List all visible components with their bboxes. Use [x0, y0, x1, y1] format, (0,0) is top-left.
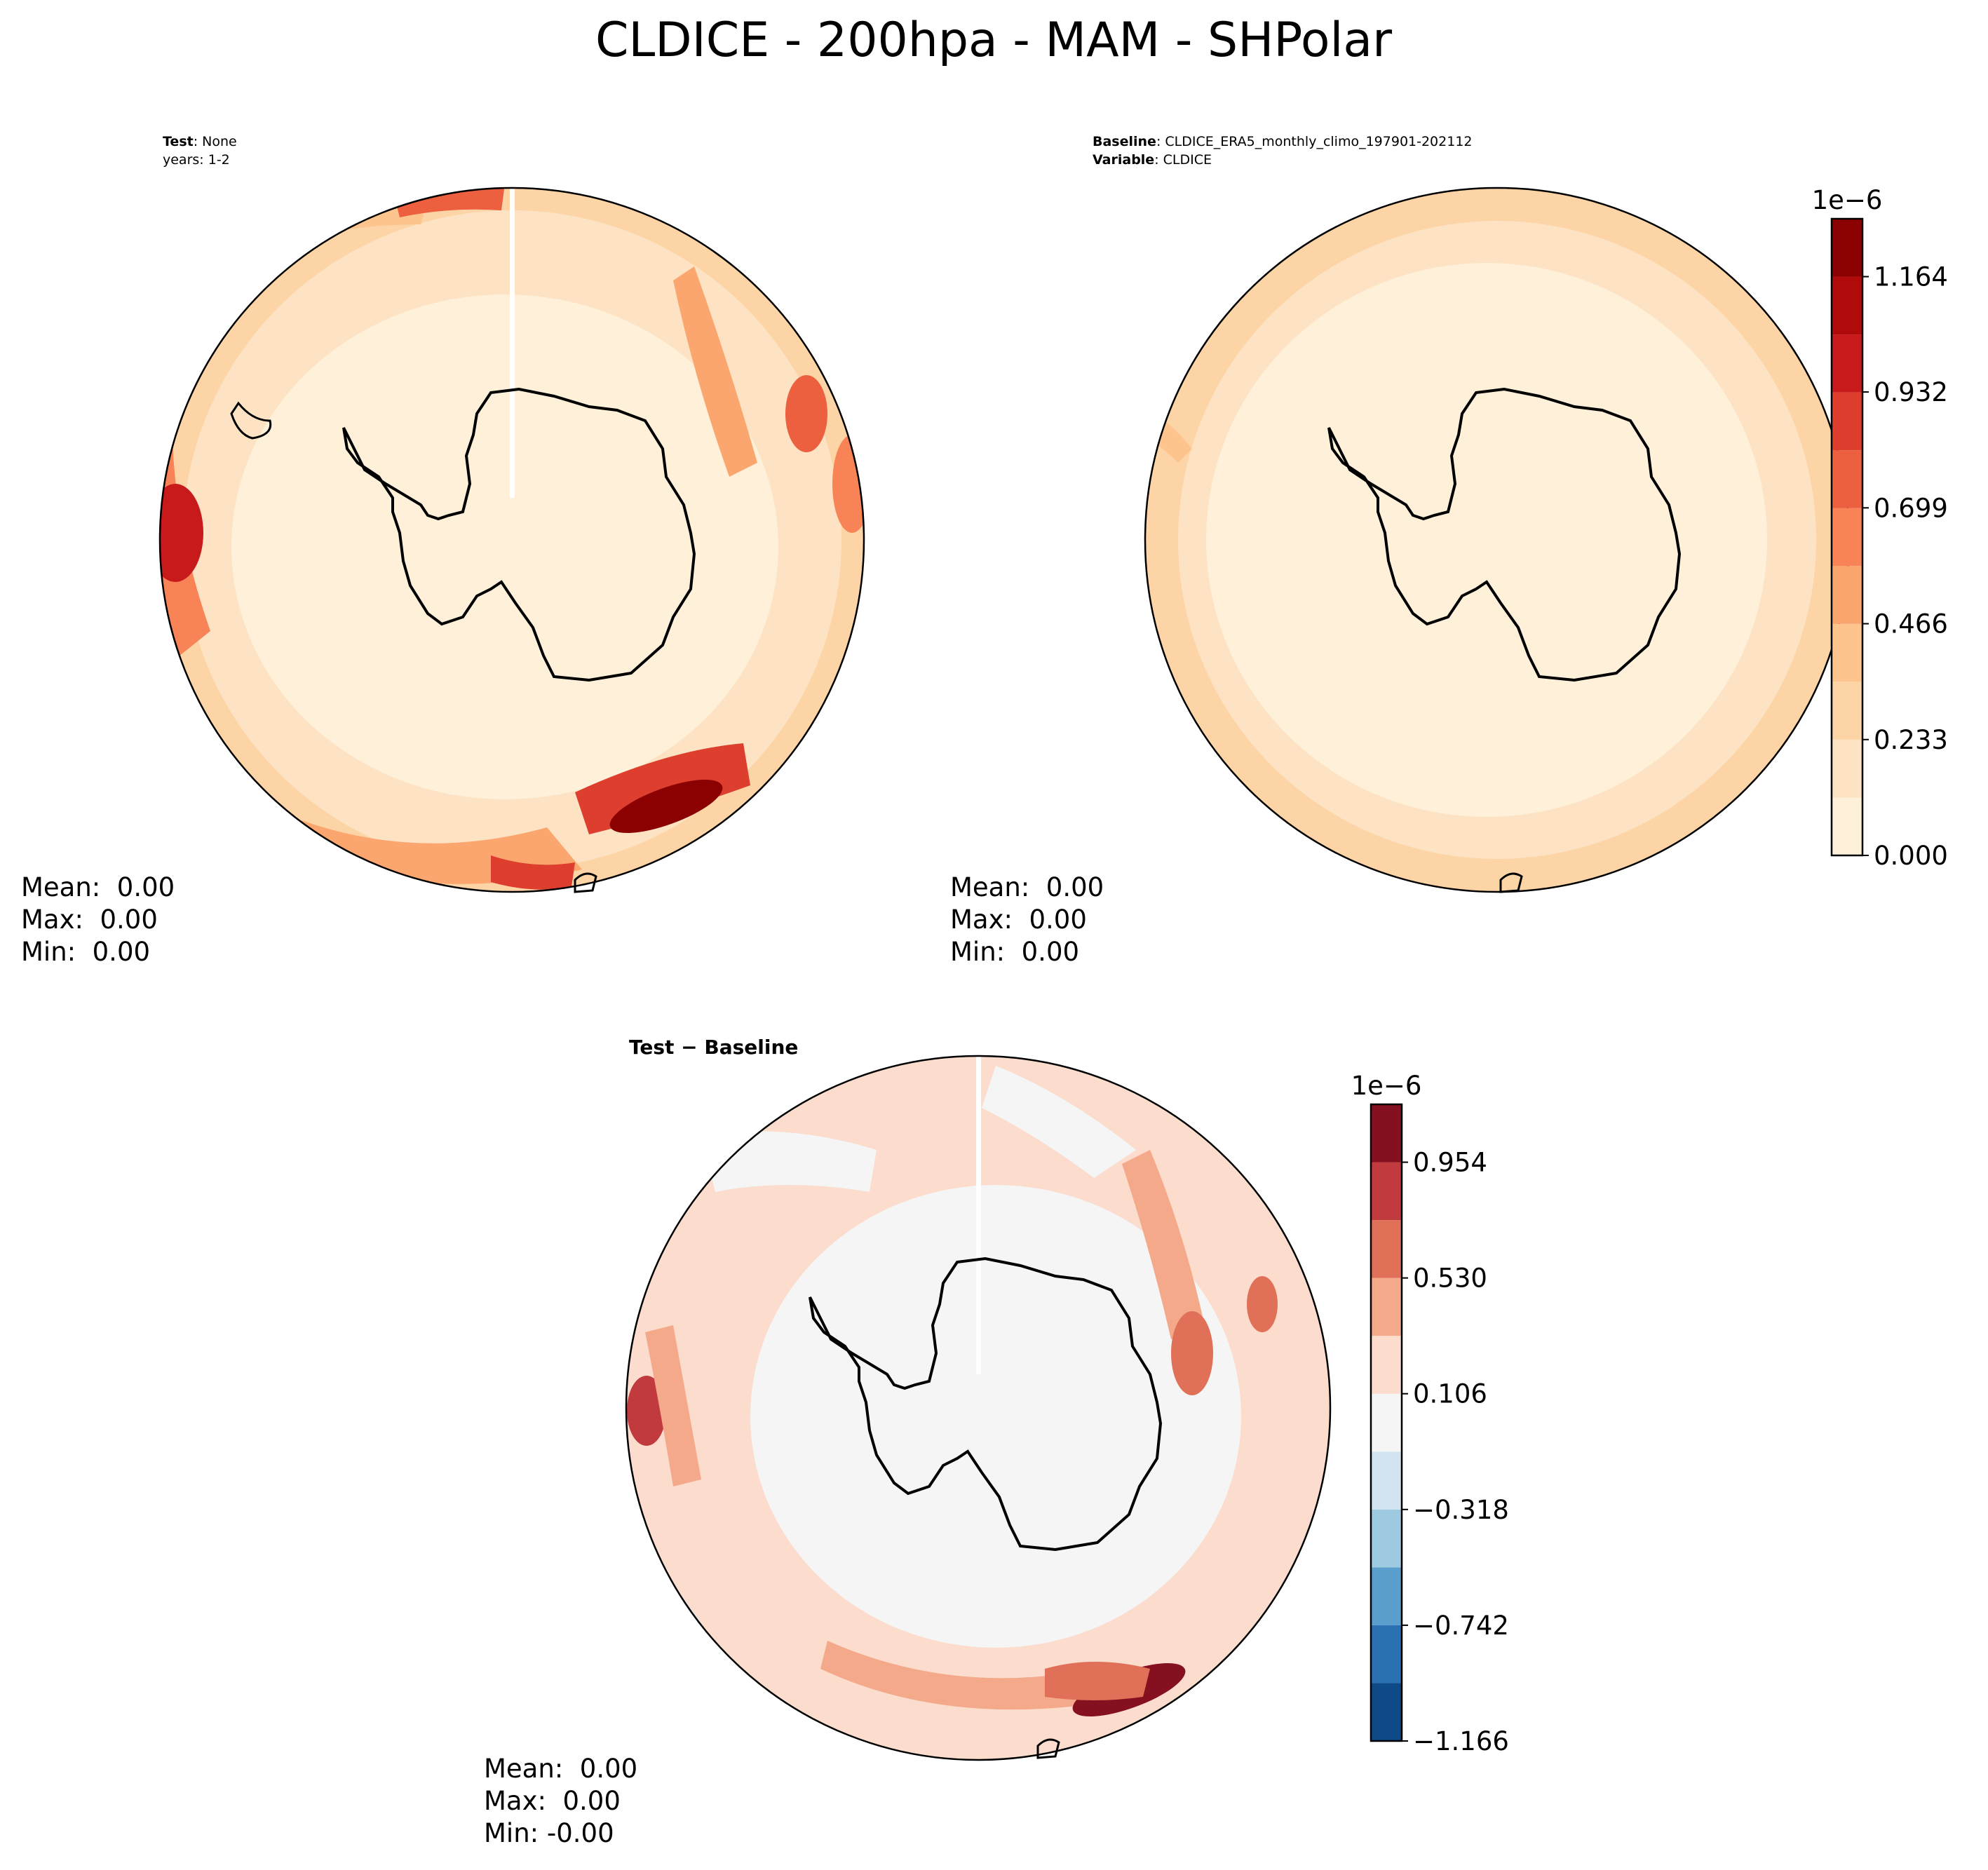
test-map-field [160, 188, 864, 892]
baseline-colorbar-swatch [1832, 623, 1862, 682]
diff-colorbar-tick-label: −0.318 [1413, 1495, 1509, 1525]
diff-colorbar-tick-label: 0.530 [1413, 1263, 1487, 1294]
baseline-colorbar-swatch [1832, 508, 1862, 567]
baseline-colorbar-swatch [1832, 392, 1862, 451]
diff-colorbar-tick-label: 0.106 [1413, 1379, 1487, 1409]
diff-colorbar-swatch [1371, 1278, 1402, 1336]
diff-colorbar-swatch [1371, 1451, 1402, 1510]
baseline-colorbar-swatch [1832, 276, 1862, 335]
figure-title: CLDICE - 200hpa - MAM - SHPolar [595, 13, 1392, 68]
baseline-colorbar-tick-label: 0.932 [1874, 377, 1948, 407]
baseline-header-line2: Variable: CLDICE [1093, 152, 1212, 168]
baseline-colorbar: 0.000 0.233 0.466 0.699 0.932 1.164 1e−6 [1812, 185, 1948, 871]
antarctica-outline-icon [342, 387, 696, 682]
baseline-header-line1: Baseline: CLDICE_ERA5_monthly_climo_1979… [1093, 134, 1473, 149]
diff-colorbar-swatch [1371, 1683, 1402, 1741]
baseline-stat-min: Min: 0.00 [950, 937, 1079, 967]
test-header-line1: Test: None [163, 134, 237, 149]
diff-colorbar-tick-label: 0.954 [1413, 1148, 1487, 1178]
baseline-colorbar-swatch [1832, 739, 1862, 798]
test-stat-min: Min: 0.00 [21, 937, 150, 967]
diff-colorbar-swatch [1371, 1393, 1402, 1452]
diff-colorbar-frame [1370, 1103, 1403, 1742]
baseline-colorbar-frame [1830, 217, 1864, 857]
diff-colorbar-exponent-label: 1e−6 [1351, 1071, 1422, 1101]
diff-map-field [626, 1056, 1330, 1760]
diff-stat-min: Min: -0.00 [484, 1818, 614, 1848]
panel-test: Test: None years: 1-2 Me [21, 134, 865, 967]
baseline-map-field [1145, 188, 1849, 892]
diff-map-frame [625, 1055, 1332, 1761]
baseline-colorbar-tick-label: 0.233 [1874, 725, 1948, 755]
test-stat-mean: Mean: 0.00 [21, 872, 175, 902]
antarctica-outline-icon [1327, 387, 1682, 682]
diff-colorbar-swatch [1371, 1104, 1402, 1163]
baseline-stat-mean: Mean: 0.00 [950, 872, 1104, 902]
baseline-colorbar-swatch [1832, 334, 1862, 393]
diff-stat-max: Max: 0.00 [484, 1786, 621, 1816]
baseline-colorbar-tick-label: 0.466 [1874, 609, 1948, 639]
diff-colorbar-swatch [1371, 1567, 1402, 1625]
test-map-frame [158, 187, 865, 893]
baseline-colorbar-swatch [1832, 566, 1862, 624]
diff-colorbar: −1.166 −0.742 −0.318 0.106 0.530 0.954 1e−6 [1351, 1071, 1509, 1756]
baseline-stat-max: Max: 0.00 [950, 904, 1087, 935]
test-header-line2: years: 1-2 [163, 152, 230, 168]
diff-colorbar-swatch [1371, 1336, 1402, 1394]
baseline-colorbar-swatch [1832, 450, 1862, 508]
panel-baseline: Baseline: CLDICE_ERA5_monthly_climo_1979… [950, 134, 1948, 967]
diff-colorbar-tick-label: −1.166 [1413, 1726, 1509, 1756]
diff-colorbar-swatch [1371, 1162, 1402, 1221]
antarctica-outline-icon [809, 1256, 1163, 1552]
diff-header: Test − Baseline [629, 1036, 798, 1059]
baseline-colorbar-tick-label: 1.164 [1874, 262, 1948, 292]
baseline-colorbar-swatch [1832, 219, 1862, 277]
diff-colorbar-tick-label: −0.742 [1413, 1611, 1509, 1641]
baseline-colorbar-tick-label: 0.699 [1874, 493, 1948, 523]
test-stat-max: Max: 0.00 [21, 904, 158, 935]
diff-stat-mean: Mean: 0.00 [484, 1754, 637, 1784]
diff-colorbar-swatch [1371, 1625, 1402, 1683]
baseline-colorbar-tick-label: 0.000 [1874, 841, 1948, 871]
baseline-colorbar-exponent-label: 1e−6 [1812, 185, 1883, 215]
baseline-colorbar-swatch [1832, 682, 1862, 740]
diff-colorbar-swatch [1371, 1220, 1402, 1278]
panel-difference: Test − Baseline −1.166 −0.742 −0.318 0.106 0… [484, 1036, 1509, 1848]
diff-colorbar-swatch [1371, 1509, 1402, 1568]
baseline-colorbar-swatch [1832, 797, 1862, 855]
